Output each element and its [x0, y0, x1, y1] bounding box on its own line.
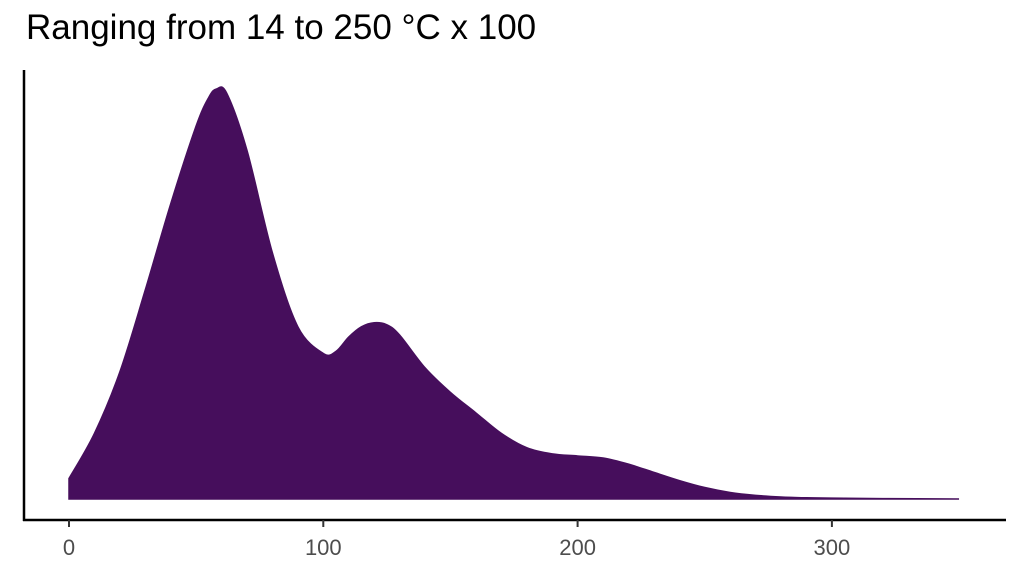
- density-area-series-0: [68, 86, 960, 500]
- x-tick-label: 300: [814, 535, 851, 560]
- x-tick-label: 0: [63, 535, 75, 560]
- plot-area: [68, 86, 960, 500]
- x-axis-ticks: 0 100 200 300: [63, 520, 850, 560]
- x-tick-label: 100: [305, 535, 342, 560]
- chart-title: Ranging from 14 to 250 °C x 100: [26, 8, 537, 47]
- x-tick-label: 200: [559, 535, 596, 560]
